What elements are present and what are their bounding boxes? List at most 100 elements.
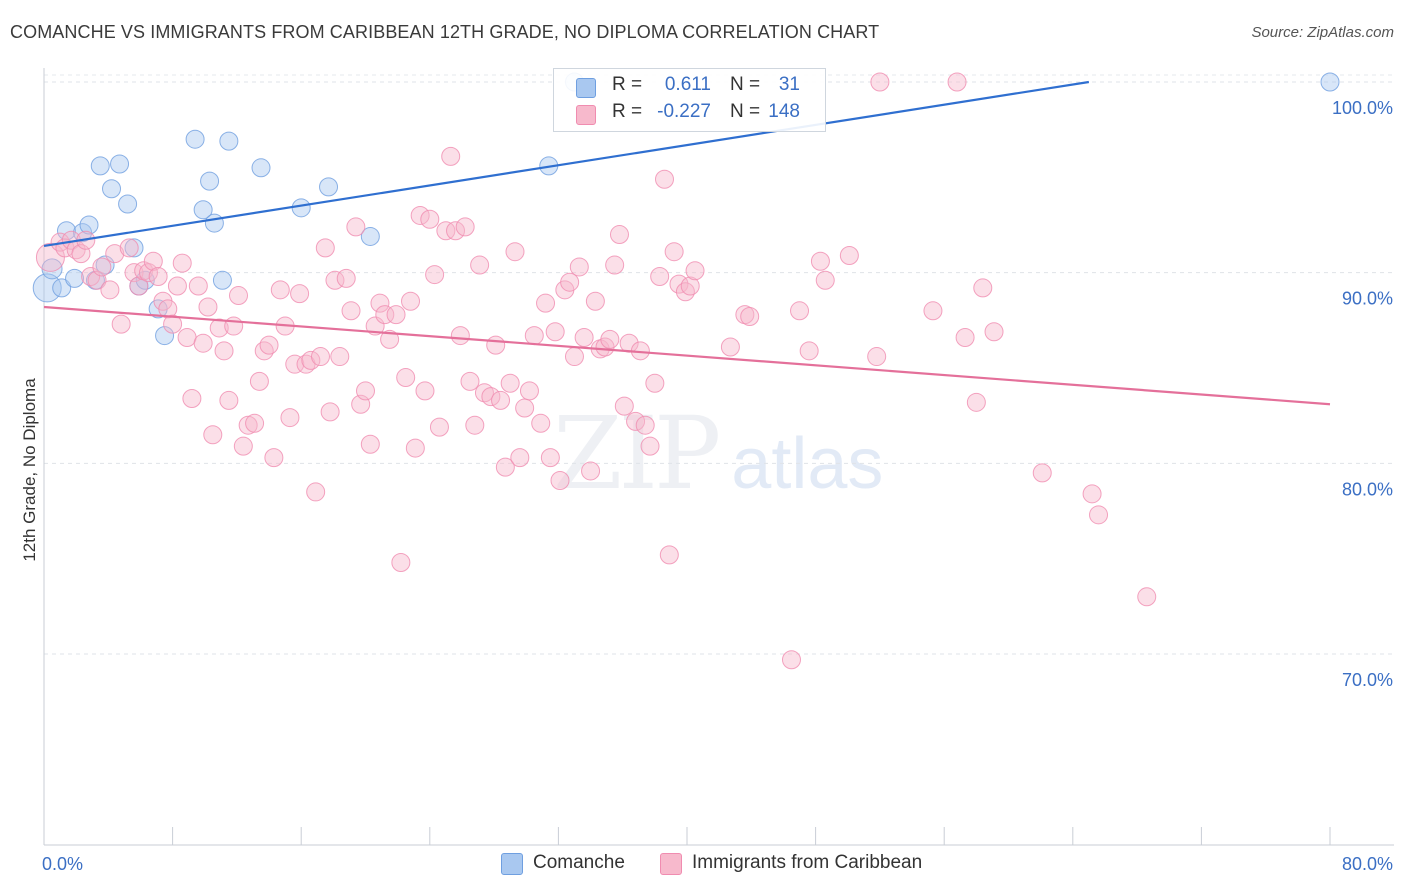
chart-title: COMANCHE VS IMMIGRANTS FROM CARIBBEAN 12… bbox=[10, 22, 880, 42]
data-point bbox=[320, 402, 340, 422]
data-point bbox=[356, 381, 375, 401]
comanche-swatch bbox=[576, 78, 596, 98]
data-point bbox=[500, 373, 520, 393]
data-point bbox=[105, 244, 125, 264]
r-label: R = bbox=[612, 101, 643, 122]
data-point bbox=[635, 415, 655, 435]
data-point bbox=[118, 194, 138, 214]
data-point bbox=[659, 545, 679, 565]
data-point bbox=[455, 217, 475, 237]
data-point bbox=[65, 268, 85, 288]
data-point bbox=[238, 415, 258, 435]
data-point bbox=[214, 341, 234, 361]
data-point bbox=[233, 436, 253, 456]
data-point bbox=[973, 278, 993, 298]
data-point bbox=[229, 286, 249, 306]
data-point bbox=[32, 273, 62, 303]
data-point bbox=[270, 280, 290, 300]
data-point bbox=[100, 280, 120, 300]
data-point bbox=[185, 129, 205, 149]
data-point bbox=[486, 335, 506, 355]
data-point bbox=[198, 297, 218, 317]
data-point bbox=[209, 318, 229, 338]
data-point bbox=[102, 179, 122, 199]
data-point bbox=[614, 396, 634, 416]
data-point bbox=[781, 650, 801, 670]
data-point bbox=[110, 154, 130, 174]
data-point bbox=[441, 146, 461, 166]
data-point bbox=[200, 171, 220, 191]
legend-label: Immigrants from Caribbean bbox=[692, 852, 923, 873]
data-point bbox=[341, 301, 361, 321]
data-point bbox=[306, 482, 326, 502]
y-tick-label: 90.0% bbox=[1342, 289, 1393, 309]
data-point bbox=[212, 270, 232, 290]
data-point bbox=[545, 322, 565, 342]
data-point bbox=[465, 415, 485, 435]
data-point bbox=[569, 257, 589, 277]
data-point bbox=[585, 291, 605, 311]
data-point bbox=[204, 213, 224, 233]
stats-legend: R = 0.611 N = 31 R = -0.227 N = 148 bbox=[553, 68, 826, 132]
data-point bbox=[370, 293, 390, 313]
data-point bbox=[540, 448, 560, 468]
trend-line-comanche bbox=[43, 80, 1090, 248]
data-point bbox=[984, 322, 1004, 342]
data-point bbox=[391, 552, 411, 572]
data-point bbox=[799, 341, 819, 361]
caribbean-swatch bbox=[576, 105, 596, 125]
data-point bbox=[301, 350, 321, 370]
data-point bbox=[360, 226, 380, 246]
data-point bbox=[654, 169, 674, 189]
data-point bbox=[360, 434, 380, 454]
data-point bbox=[626, 411, 646, 431]
data-point bbox=[405, 438, 425, 458]
data-point bbox=[645, 373, 665, 393]
data-point bbox=[90, 156, 110, 176]
data-point bbox=[1089, 505, 1109, 525]
data-point bbox=[685, 261, 705, 281]
watermark-atlas: atlas bbox=[731, 424, 884, 504]
data-point bbox=[1032, 463, 1052, 483]
data-point bbox=[420, 209, 440, 229]
data-point bbox=[119, 238, 139, 258]
data-point bbox=[740, 307, 760, 327]
data-point bbox=[923, 301, 943, 321]
data-point bbox=[129, 276, 149, 296]
data-point bbox=[410, 205, 430, 225]
r-label: R = bbox=[612, 74, 643, 95]
data-point bbox=[79, 215, 99, 235]
data-point bbox=[380, 329, 400, 349]
data-point bbox=[280, 408, 300, 428]
data-point bbox=[148, 266, 168, 286]
data-point bbox=[640, 436, 660, 456]
r-value: -0.227 bbox=[657, 101, 711, 122]
data-point bbox=[1320, 72, 1340, 92]
tick-labels: 70.0% 80.0% 90.0% 100.0% 0.0% 80.0% bbox=[42, 98, 1393, 874]
watermark-zip: ZIP bbox=[553, 395, 721, 512]
data-point bbox=[460, 371, 480, 391]
trend-lines bbox=[43, 80, 1331, 406]
data-point bbox=[720, 337, 740, 357]
comanche-legend-swatch bbox=[501, 853, 523, 875]
data-point bbox=[396, 368, 416, 388]
data-point bbox=[664, 242, 684, 262]
data-point bbox=[310, 347, 330, 367]
data-point bbox=[680, 276, 700, 296]
data-point bbox=[470, 255, 490, 275]
data-point bbox=[839, 246, 859, 266]
data-point bbox=[450, 326, 470, 346]
data-point bbox=[495, 457, 515, 477]
data-point bbox=[415, 381, 435, 401]
data-point bbox=[446, 221, 466, 241]
data-point bbox=[285, 354, 305, 374]
data-point bbox=[193, 333, 213, 353]
data-point bbox=[92, 257, 112, 277]
data-point bbox=[531, 413, 551, 433]
data-point bbox=[203, 425, 223, 445]
series-caribbean bbox=[35, 72, 1157, 670]
data-point bbox=[581, 461, 601, 481]
data-point bbox=[219, 390, 239, 410]
data-point bbox=[291, 198, 311, 218]
data-point bbox=[574, 327, 594, 347]
